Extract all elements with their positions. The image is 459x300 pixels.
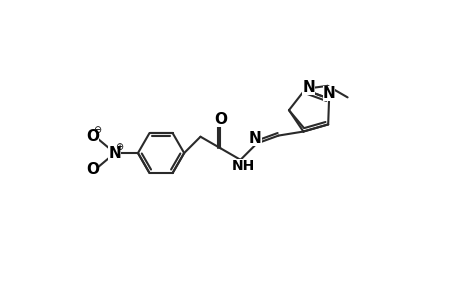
Text: NH: NH bbox=[231, 159, 255, 173]
Text: O: O bbox=[86, 162, 99, 177]
Text: O: O bbox=[86, 129, 99, 144]
Text: ⊕: ⊕ bbox=[114, 142, 123, 152]
Text: N: N bbox=[322, 86, 335, 101]
Text: N: N bbox=[108, 146, 121, 160]
Text: N: N bbox=[302, 80, 314, 95]
Text: ⊖: ⊖ bbox=[93, 125, 101, 136]
Text: N: N bbox=[248, 130, 261, 146]
Text: O: O bbox=[213, 112, 226, 127]
